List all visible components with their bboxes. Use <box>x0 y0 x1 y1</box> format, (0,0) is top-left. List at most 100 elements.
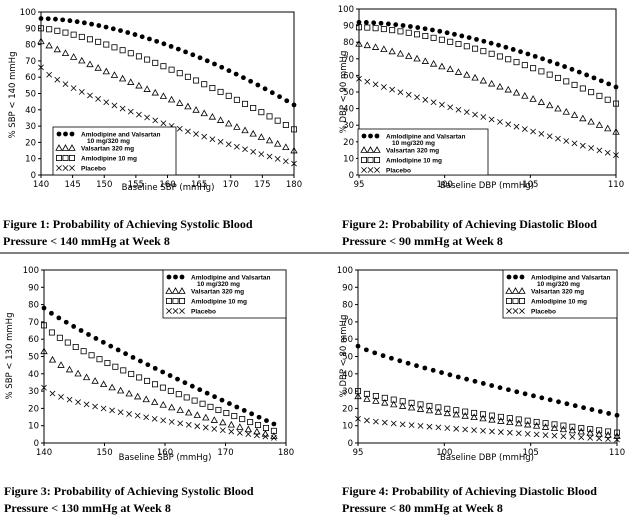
chart-panel-4: 0 10 20 30 40 50 60 70 80 90 100 95 100 105 110 Baselin… <box>337 266 625 515</box>
data-point-x <box>462 426 469 433</box>
legend-marker-dot <box>361 133 367 139</box>
data-point-dot <box>564 401 570 407</box>
data-point-triangle <box>78 56 86 64</box>
y-tick-label: 80 <box>25 41 36 51</box>
data-point-x <box>46 71 53 78</box>
data-point-square <box>560 422 567 429</box>
legend-marker-x <box>506 308 512 314</box>
legend-label: Amlodipine 10 mg <box>386 158 442 165</box>
data-point-x <box>399 421 406 428</box>
data-point-dot <box>447 372 453 378</box>
data-point-dot <box>183 49 188 55</box>
data-point-x <box>569 433 576 440</box>
x-tick-label: 155 <box>128 180 144 190</box>
data-point-square <box>135 53 142 60</box>
data-point-x <box>225 141 232 148</box>
data-point-dot <box>510 47 516 52</box>
data-point-dot <box>503 44 509 50</box>
data-point-triangle <box>454 68 463 75</box>
data-point-x <box>578 434 585 441</box>
data-point-triangle <box>192 106 200 113</box>
data-point-x <box>560 433 567 440</box>
data-point-triangle <box>425 406 434 414</box>
x-tick-label: 170 <box>217 448 233 458</box>
y-axis-label: % DBP < 80 mmHg <box>339 315 349 398</box>
data-point-triangle <box>604 431 612 438</box>
data-point-triangle <box>118 74 127 82</box>
data-point-square <box>41 322 48 329</box>
y-tick-label: 50 <box>342 353 353 363</box>
y-tick-label: 60 <box>28 335 39 345</box>
data-point-square <box>605 428 612 435</box>
data-point-x <box>250 148 257 155</box>
data-point-dot <box>145 362 151 368</box>
legend-label: Amlodipine and Valsartan <box>81 132 160 139</box>
data-point-triangle <box>61 49 70 57</box>
data-point-dot <box>132 32 138 37</box>
data-point-triangle <box>506 418 514 426</box>
legend-label: Amlodipine and Valsartan <box>531 275 610 282</box>
y-tick-label: 70 <box>25 57 36 67</box>
data-point-triangle <box>244 425 253 433</box>
data-point-triangle <box>413 54 421 62</box>
data-point-dot <box>572 403 578 409</box>
x-axis-label: Baseline SBP (mmHg) <box>119 453 212 463</box>
figure-caption-line2: Pressure < 140 mmHg at Week 8 <box>3 234 170 248</box>
data-point-dot <box>430 367 436 373</box>
data-point-square <box>274 117 281 124</box>
data-point-triangle <box>94 64 102 71</box>
data-point-square <box>399 398 406 405</box>
data-point-dot <box>256 414 262 420</box>
data-point-dot <box>86 332 91 337</box>
legend-marker-dot <box>69 131 75 137</box>
data-point-triangle <box>446 65 454 73</box>
series-dot <box>355 343 620 418</box>
data-point-triangle <box>471 73 479 81</box>
data-point-triangle <box>249 129 257 137</box>
legend-label-dose: 10 mg/320 mg <box>87 138 130 145</box>
data-point-x <box>185 421 192 428</box>
data-point-square <box>104 360 111 367</box>
data-point-x <box>95 96 102 102</box>
legend-marker-square <box>172 297 179 304</box>
data-point-dot <box>408 24 413 29</box>
data-point-dot <box>78 328 84 333</box>
data-point-dot <box>597 409 603 414</box>
data-point-dot <box>60 17 66 23</box>
data-point-square <box>144 377 151 384</box>
data-point-x <box>587 435 594 441</box>
data-point-dot <box>255 82 261 88</box>
legend-label: Valsartan 320 mg <box>191 289 244 296</box>
data-point-triangle <box>202 413 210 421</box>
data-point-dot <box>45 16 51 22</box>
figure-caption: Figure 3: Probability of Achieving Systo… <box>4 484 254 498</box>
data-point-x <box>103 99 110 106</box>
data-point-triangle <box>452 410 460 418</box>
data-point-square <box>569 423 576 430</box>
data-point-triangle <box>233 123 241 130</box>
data-point-triangle <box>265 136 274 144</box>
data-point-dot <box>514 389 520 395</box>
x-tick-label: 95 <box>353 448 364 458</box>
y-tick-label: 0 <box>348 439 353 449</box>
data-point-triangle <box>168 403 176 411</box>
data-point-triangle <box>253 427 261 435</box>
data-point-triangle <box>176 406 184 413</box>
legend-marker-dot <box>166 274 172 280</box>
data-point-square <box>480 411 487 418</box>
data-point-square <box>430 34 437 41</box>
data-point-x <box>78 89 85 95</box>
data-point-x <box>372 418 379 425</box>
series-triangle <box>354 392 621 439</box>
data-point-dot <box>371 20 377 26</box>
data-point-dot <box>363 347 369 353</box>
data-point-x <box>472 111 478 118</box>
data-point-dot <box>264 418 269 423</box>
legend-marker-dot <box>374 133 380 139</box>
data-point-dot <box>219 397 225 403</box>
data-point-square <box>175 391 182 398</box>
data-point-x <box>563 138 570 144</box>
data-point-x <box>92 403 98 410</box>
data-point-x <box>447 104 454 111</box>
data-point-dot <box>100 339 106 345</box>
